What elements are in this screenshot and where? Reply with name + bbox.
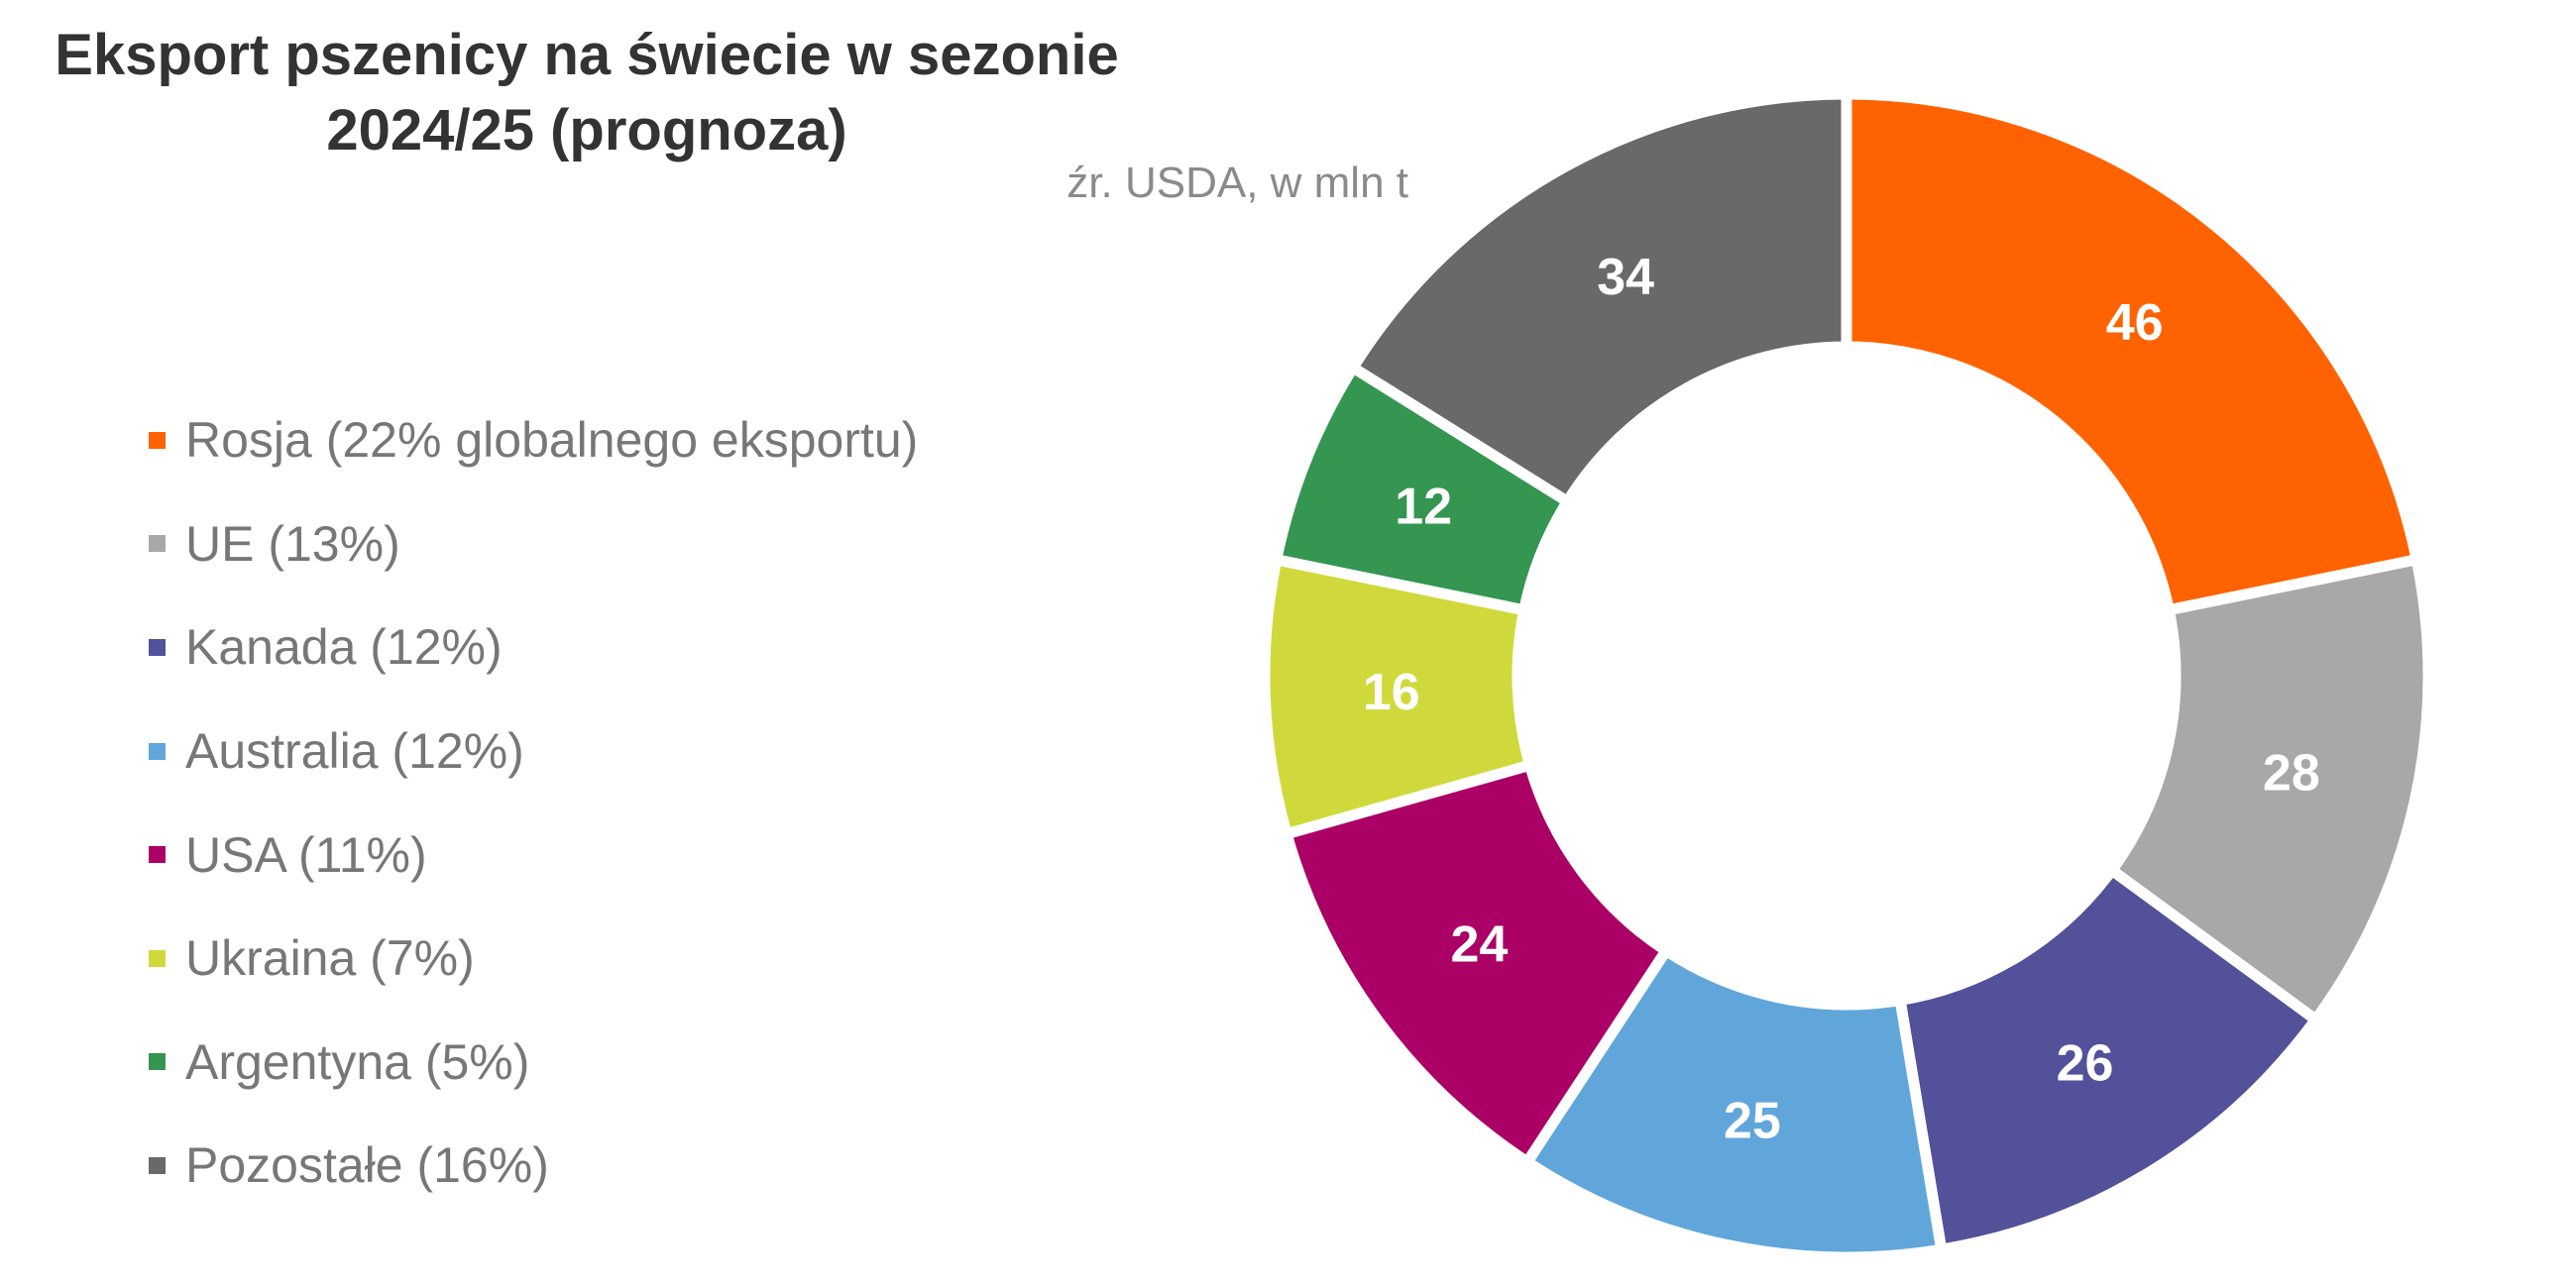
legend-label: USA (11%) [185, 826, 427, 883]
donut-slice [1519, 942, 1949, 1263]
donut-slice [1345, 88, 1852, 509]
slice-data-label: 34 [1597, 249, 1654, 306]
legend-swatch [149, 742, 166, 760]
legend-item: Argentyna (5%) [149, 1011, 918, 1115]
chart-subtitle: źr. USDA, w mln t [1066, 159, 1408, 207]
slice-data-label: 28 [2263, 744, 2320, 802]
donut-slice [1841, 88, 2423, 617]
legend-swatch [149, 535, 166, 553]
legend-label: Rosja (22% globalnego eksportu) [185, 412, 919, 469]
legend-swatch [149, 638, 166, 656]
slice-data-label: 12 [1395, 479, 1452, 536]
legend-label: Ukraina (7%) [185, 930, 475, 987]
legend-label: Pozostałe (16%) [185, 1137, 549, 1194]
legend-swatch [149, 1156, 166, 1174]
legend-swatch [149, 431, 166, 449]
chart-title-line-2: 2024/25 (prognoza) [326, 98, 847, 162]
donut-slice [1893, 862, 2324, 1256]
chart-title: Eksport pszenicy na świecie w sezonie 20… [0, 18, 1174, 168]
legend-label: UE (13%) [185, 515, 400, 572]
legend-swatch [149, 846, 166, 864]
chart-title-line-1: Eksport pszenicy na świecie w sezonie [55, 23, 1119, 87]
legend-label: Kanada (12%) [185, 619, 503, 676]
slice-data-label: 25 [1724, 1093, 1781, 1150]
legend-item: Ukraina (7%) [149, 907, 918, 1011]
legend-item: UE (13%) [149, 492, 918, 596]
slice-data-label: 46 [2106, 294, 2164, 352]
legend-item: Pozostałe (16%) [149, 1114, 918, 1218]
legend-item: USA (11%) [149, 803, 918, 907]
slice-data-label: 26 [2057, 1035, 2114, 1093]
slice-data-label: 24 [1451, 916, 1509, 974]
legend: Rosja (22% globalnego eksportu) UE (13%) K… [149, 388, 918, 1218]
legend-item: Australia (12%) [149, 699, 918, 804]
legend-label: Australia (12%) [185, 723, 524, 780]
legend-label: Argentyna (5%) [185, 1033, 530, 1090]
legend-item: Rosja (22% globalnego eksportu) [149, 388, 918, 492]
donut-slice [1280, 758, 1674, 1170]
legend-item: Kanada (12%) [149, 595, 918, 699]
legend-swatch [149, 949, 166, 967]
legend-swatch [149, 1053, 166, 1071]
slice-data-label: 16 [1363, 664, 1420, 721]
donut-slice [2104, 553, 2434, 1027]
